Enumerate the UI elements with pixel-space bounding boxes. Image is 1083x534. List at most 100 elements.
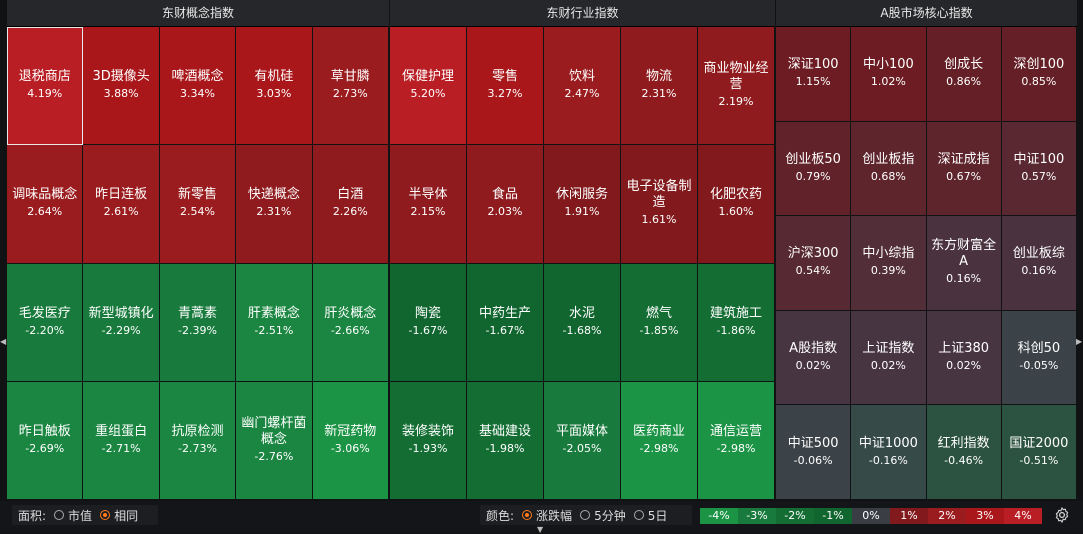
index-tile[interactable]: 新零售 2.54% (159, 145, 237, 264)
index-tile[interactable]: 中证1000 -0.16% (851, 405, 927, 500)
index-tile[interactable]: 深创100 0.85% (1001, 27, 1077, 122)
tile-name: 科创50 (1017, 341, 1061, 357)
index-tile[interactable]: 昨日触板 -2.69% (7, 381, 84, 500)
index-tile[interactable]: 化肥农药 1.60% (698, 145, 775, 264)
index-tile[interactable]: 上证380 0.02% (926, 310, 1002, 406)
index-tile[interactable]: 新冠药物 -3.06% (312, 381, 389, 500)
index-tile[interactable]: 物流 2.31% (621, 27, 698, 146)
tile-change-percent: 1.61% (641, 213, 677, 227)
index-tile[interactable]: 重组蛋白 -2.71% (83, 381, 160, 500)
color-option-5day[interactable]: 5日 (633, 507, 668, 524)
index-tile[interactable]: 基础建设 -1.98% (467, 381, 544, 500)
index-tile[interactable]: 3D摄像头 3.88% (83, 27, 160, 146)
index-tile[interactable]: 陶瓷 -1.67% (390, 263, 467, 382)
tile-change-percent: -3.06% (330, 441, 370, 455)
color-option-5min[interactable]: 5分钟 (580, 507, 626, 524)
index-tile[interactable]: 草甘膦 2.73% (312, 27, 389, 146)
scroll-right-icon[interactable]: ▶ (1076, 337, 1083, 346)
tile-name: 新型城镇化 (88, 305, 154, 321)
tile-change-percent: 2.31% (256, 205, 292, 219)
legend-swatch: -2% (776, 508, 814, 524)
radio-label: 5日 (647, 508, 668, 523)
tile-change-percent: -1.67% (408, 323, 448, 337)
index-tile[interactable]: 创成长 0.86% (926, 27, 1002, 122)
tile-change-percent: 2.19% (718, 95, 754, 109)
index-tile[interactable]: 商业物业经营 2.19% (698, 27, 775, 146)
index-tile[interactable]: 建筑施工 -1.86% (698, 263, 775, 382)
index-tile[interactable]: 国证2000 -0.51% (1001, 405, 1077, 500)
tile-change-percent: 3.27% (487, 87, 523, 101)
index-tile[interactable]: 沪深300 0.54% (776, 216, 852, 311)
index-tile[interactable]: 红利指数 -0.46% (926, 405, 1002, 500)
tile-name: 调味品概念 (12, 187, 78, 203)
tile-change-percent: 3.88% (103, 87, 139, 101)
scroll-down-icon[interactable]: ▼ (537, 525, 544, 534)
tile-change-percent: 5.20% (410, 87, 446, 101)
index-tile[interactable]: 毛发医疗 -2.20% (7, 263, 84, 382)
index-tile[interactable]: 休闲服务 1.91% (544, 145, 621, 264)
index-tile[interactable]: 昨日连板 2.61% (83, 145, 160, 264)
index-tile[interactable]: A股指数 0.02% (776, 310, 852, 406)
index-tile[interactable]: 深证100 1.15% (776, 27, 852, 122)
index-tile[interactable]: 上证指数 0.02% (851, 310, 927, 406)
index-tile[interactable]: 深证成指 0.67% (926, 121, 1002, 217)
gear-icon[interactable] (1053, 506, 1071, 524)
index-tile[interactable]: 中证100 0.57% (1001, 121, 1077, 217)
tile-change-percent: 0.57% (1021, 169, 1057, 183)
index-tile[interactable]: 调味品概念 2.64% (7, 145, 84, 264)
tile-change-percent: 0.86% (946, 75, 982, 89)
index-tile[interactable]: 新型城镇化 -2.29% (83, 263, 160, 382)
index-tile[interactable]: 零售 3.27% (467, 27, 544, 146)
index-tile[interactable]: 幽门螺杆菌概念 -2.76% (236, 381, 313, 500)
index-tile[interactable]: 白酒 2.26% (312, 145, 389, 264)
index-tile[interactable]: 抗原检测 -2.73% (159, 381, 237, 500)
index-tile[interactable]: 饮料 2.47% (544, 27, 621, 146)
tile-change-percent: 2.54% (180, 205, 215, 219)
index-tile[interactable]: 食品 2.03% (467, 145, 544, 264)
index-tile[interactable]: 中小综指 0.39% (851, 216, 927, 311)
index-tile[interactable]: 平面媒体 -2.05% (544, 381, 621, 500)
color-option-change[interactable]: 涨跌幅 (522, 507, 572, 524)
area-option-market-cap[interactable]: 市值 (54, 507, 92, 524)
index-tile[interactable]: 装修装饰 -1.93% (390, 381, 467, 500)
index-tile[interactable]: 青蒿素 -2.39% (159, 263, 237, 382)
tile-change-percent: -0.06% (793, 453, 833, 467)
tile-change-percent: -1.98% (485, 441, 525, 455)
index-tile[interactable]: 啤酒概念 3.34% (159, 27, 237, 146)
index-tile[interactable]: 创业板指 0.68% (851, 121, 927, 217)
legend-swatch: 1% (890, 508, 928, 524)
tile-name: 3D摄像头 (92, 69, 150, 85)
index-tile[interactable]: 通信运营 -2.98% (698, 381, 775, 500)
index-tile[interactable]: 创业板综 0.16% (1001, 216, 1077, 311)
scroll-left-icon[interactable]: ◀ (0, 337, 7, 346)
index-tile[interactable]: 快递概念 2.31% (236, 145, 313, 264)
index-tile[interactable]: 有机硅 3.03% (236, 27, 313, 146)
index-tile[interactable]: 创业板50 0.79% (776, 121, 852, 217)
index-tile[interactable]: 医药商业 -2.98% (621, 381, 698, 500)
tile-change-percent: 2.15% (410, 205, 446, 219)
index-tile[interactable]: 科创50 -0.05% (1001, 310, 1077, 406)
index-tile[interactable]: 中小100 1.02% (851, 27, 927, 122)
index-tile[interactable]: 中证500 -0.06% (776, 405, 852, 500)
index-tile[interactable]: 中药生产 -1.67% (467, 263, 544, 382)
tile-change-percent: -0.51% (1019, 453, 1059, 467)
index-tile[interactable]: 半导体 2.15% (390, 145, 467, 264)
tile-change-percent: 0.54% (795, 264, 831, 278)
index-tile[interactable]: 肝炎概念 -2.66% (312, 263, 389, 382)
index-tile[interactable]: 电子设备制造 1.61% (621, 145, 698, 264)
tile-name: 中小100 (862, 57, 914, 73)
index-tile[interactable]: 水泥 -1.68% (544, 263, 621, 382)
tile-change-percent: 0.79% (795, 169, 831, 183)
index-tile[interactable]: 东方财富全A 0.16% (926, 216, 1002, 311)
tile-change-percent: 0.16% (1021, 264, 1057, 278)
index-tile[interactable]: 保健护理 5.20% (390, 27, 467, 146)
area-option-equal[interactable]: 相同 (100, 507, 138, 524)
index-tile[interactable]: 肝素概念 -2.51% (236, 263, 313, 382)
index-tile[interactable]: 燃气 -1.85% (621, 263, 698, 382)
tile-change-percent: 2.03% (487, 205, 523, 219)
tile-name: 中药生产 (478, 305, 531, 321)
tile-name: 退税商店 (18, 69, 71, 85)
index-tile[interactable]: 退税商店 4.19% (7, 27, 84, 146)
tile-change-percent: 0.02% (946, 359, 982, 373)
tile-change-percent: -0.16% (868, 453, 908, 467)
